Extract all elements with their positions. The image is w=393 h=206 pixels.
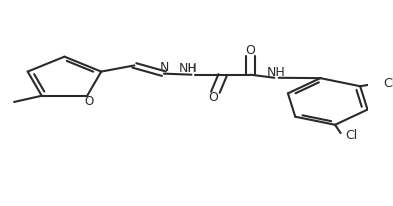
- Text: O: O: [209, 91, 219, 104]
- Text: Cl: Cl: [345, 129, 358, 142]
- Text: O: O: [84, 95, 94, 109]
- Text: H: H: [187, 63, 195, 74]
- Text: NH: NH: [267, 66, 286, 78]
- Text: Cl: Cl: [383, 77, 393, 90]
- Text: O: O: [246, 44, 255, 57]
- Text: N: N: [160, 61, 169, 74]
- Text: NH: NH: [178, 62, 197, 75]
